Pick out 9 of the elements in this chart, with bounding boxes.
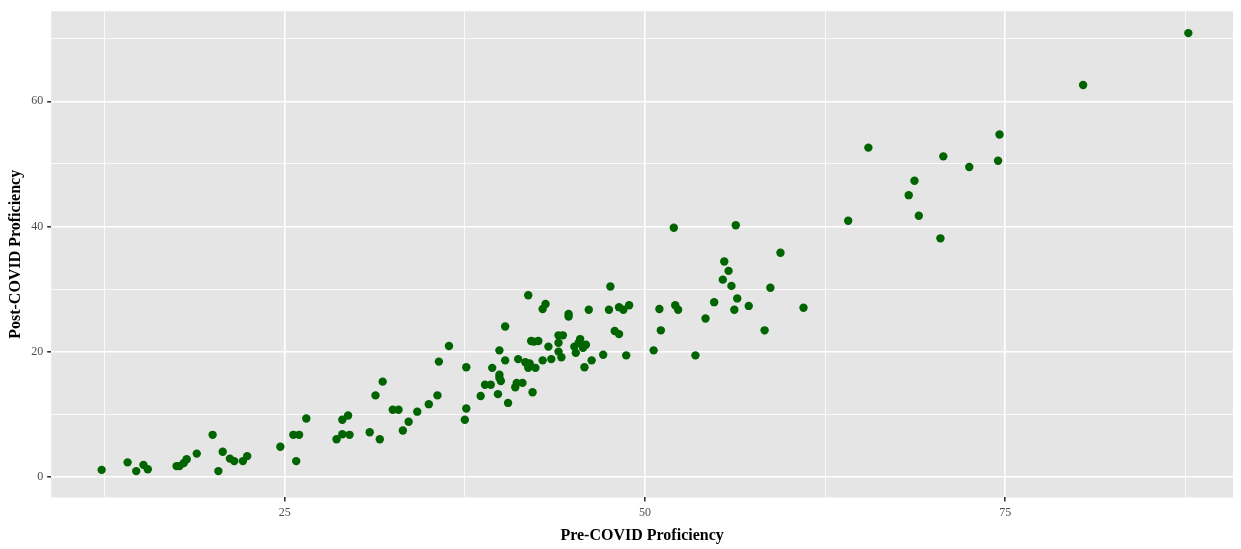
y-tick-label: 20 [31,343,44,358]
x-tick-label: 75 [999,504,1012,519]
y-tick-label: 40 [31,218,44,233]
x-axis-title: Pre-COVID Proficiency [560,525,724,544]
y-tick-label: 0 [37,468,44,483]
x-tick-label: 50 [638,504,651,519]
y-tick-label: 60 [31,93,44,108]
x-tick-label: 25 [278,504,291,519]
y-axis-title: Post-COVID Proficiency [5,169,24,339]
